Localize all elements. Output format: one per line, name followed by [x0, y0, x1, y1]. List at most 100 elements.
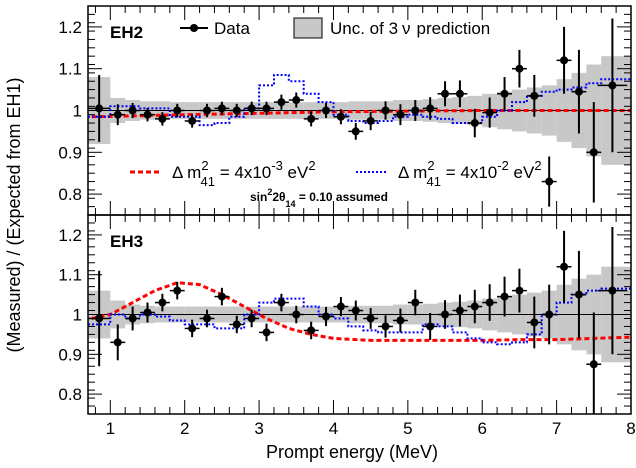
data-point [485, 298, 494, 307]
data-point [574, 87, 583, 96]
legend-blue-label: Δ m2 41 = 4x10-2 eV2 [398, 158, 542, 189]
x-tick-label: 3 [254, 419, 263, 438]
x-tick-label: 2 [180, 419, 189, 438]
x-axis-label: Prompt energy (MeV) [266, 442, 438, 462]
data-point [589, 360, 598, 369]
x-tick-label: 5 [403, 419, 412, 438]
data-point [515, 64, 524, 73]
y-tick-label: 1.2 [58, 18, 82, 37]
data-point [292, 310, 301, 319]
data-point [470, 302, 479, 311]
data-point [128, 106, 137, 115]
data-point [143, 308, 152, 317]
data-point [128, 314, 137, 323]
data-point [232, 320, 241, 329]
data-point [560, 262, 569, 271]
y-tick-label: 0.8 [58, 185, 82, 204]
y-tick-label: 0.9 [58, 143, 82, 162]
y-tick-label: 1.1 [58, 60, 82, 79]
data-point [485, 108, 494, 117]
panel-plot-area [88, 226, 631, 414]
data-point [203, 314, 212, 323]
data-point [336, 302, 345, 311]
data-point [470, 119, 479, 128]
legend-band-swatch [293, 17, 323, 39]
data-point [441, 89, 450, 98]
y-tick-label: 1.2 [58, 226, 82, 245]
x-tick-label: 8 [626, 419, 635, 438]
data-point [307, 326, 316, 335]
legend-band-label: Unc. of 3 ν prediction [330, 19, 490, 38]
x-tick-label: 1 [106, 419, 115, 438]
data-point [396, 316, 405, 325]
data-point [292, 96, 301, 105]
data-point [455, 306, 464, 315]
data-point [322, 106, 331, 115]
panel-label: EH2 [110, 23, 143, 42]
data-point [173, 106, 182, 115]
legend-data-label: Data [214, 19, 250, 38]
x-tick-label: 4 [329, 419, 338, 438]
data-point [515, 286, 524, 295]
data-point [173, 286, 182, 295]
x-tick-label: 6 [477, 419, 486, 438]
data-point [589, 148, 598, 157]
panel-eh3: 0.8 0.9 1 1.1 1.2 EH3 [58, 214, 632, 415]
y-tick-label: 0.8 [58, 385, 82, 404]
panels: 0.8 0.9 1 1.1 1.2 EH2 0.8 0.9 1 1.1 1.2 EH3 [58, 5, 632, 415]
data-point [381, 322, 390, 331]
data-point [545, 177, 554, 186]
data-point [277, 298, 286, 307]
data-point [247, 314, 256, 323]
data-point [188, 116, 197, 125]
data-point [262, 328, 271, 337]
data-point [95, 104, 104, 113]
data-point [158, 298, 167, 307]
panel-eh2: 0.8 0.9 1 1.1 1.2 EH2 [58, 5, 632, 216]
data-point [426, 104, 435, 113]
data-point [396, 110, 405, 119]
data-point [545, 310, 554, 319]
data-point [441, 310, 450, 319]
y-axis-label: (Measured) / (Expected from EH1) [4, 77, 24, 352]
legend-data-marker [190, 24, 198, 32]
data-point [560, 56, 569, 65]
legend: Data Unc. of 3 ν prediction Δ m2 41 = 4x10-… [130, 17, 542, 209]
red-prediction-curve [91, 281, 631, 342]
data-point [608, 286, 617, 295]
data-point [530, 91, 539, 100]
data-point [530, 318, 539, 327]
data-point [113, 338, 122, 347]
assumption-note: sin22θ14 = 0.10 assumed [250, 187, 388, 209]
data-point [143, 110, 152, 119]
blue-prediction-histogram [88, 287, 631, 346]
data-point [351, 306, 360, 315]
x-axis: 1 2 3 4 5 6 7 8 [106, 419, 636, 438]
panel-plot-area [88, 18, 631, 207]
data-point [366, 116, 375, 125]
data-point [426, 322, 435, 331]
y-tick-label: 1 [73, 306, 82, 325]
data-point [351, 127, 360, 136]
legend-red-label: Δ m2 41 = 4x10-3 eV2 [172, 158, 316, 189]
data-point [203, 106, 212, 115]
data-point [158, 114, 167, 123]
y-tick-label: 1 [73, 102, 82, 121]
x-tick-label: 7 [552, 419, 561, 438]
data-point [113, 110, 122, 119]
data-point [574, 290, 583, 299]
data-point [262, 104, 271, 113]
data-point [322, 312, 331, 321]
data-point [307, 114, 316, 123]
data-point [381, 106, 390, 115]
data-point [232, 106, 241, 115]
data-point [188, 324, 197, 333]
data-point [336, 112, 345, 121]
data-point [247, 104, 256, 113]
data-point [217, 104, 226, 113]
data-point [500, 292, 509, 301]
data-point [217, 292, 226, 301]
data-point [608, 81, 617, 90]
y-tick-label: 0.9 [58, 345, 82, 364]
